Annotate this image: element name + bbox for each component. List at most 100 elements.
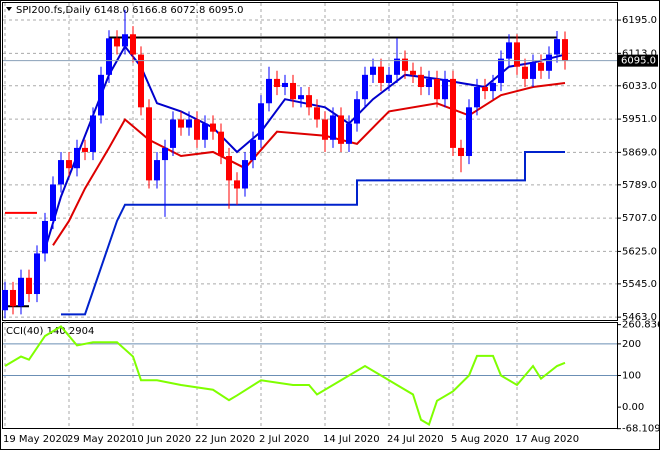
y-tick-label: 5625.0 <box>622 246 657 257</box>
candle-body <box>506 42 512 59</box>
candle-body <box>18 277 24 307</box>
y-tick-label: 5463.0 <box>622 312 657 323</box>
candle-body <box>250 139 256 161</box>
overlay-line <box>61 150 565 316</box>
candle-body <box>474 87 480 108</box>
candle-body <box>434 78 440 100</box>
candle-body <box>338 115 344 144</box>
y-tick-label: 6195.0 <box>622 15 657 26</box>
y-tick-label: 0.00 <box>622 402 644 413</box>
candle-body <box>226 156 232 181</box>
candle-body <box>218 131 224 157</box>
y-tick-label: 5545.0 <box>622 279 657 290</box>
price-title: SPI200.fs,Daily 6148.0 6166.8 6072.8 609… <box>16 5 243 16</box>
price-panel <box>2 2 618 321</box>
candle-body <box>450 78 456 148</box>
candle-body <box>562 39 568 61</box>
candle-body <box>42 220 48 254</box>
candle-body <box>466 107 472 157</box>
candle-body <box>170 119 176 148</box>
candle-body <box>314 107 320 120</box>
candle-body <box>298 95 304 100</box>
candle-body <box>362 74 368 100</box>
candle-body <box>274 78 280 88</box>
candle-body <box>346 123 352 144</box>
candle-body <box>74 147 80 169</box>
candle-body <box>210 123 216 132</box>
y-tick-label: 260.8362 <box>622 320 660 331</box>
candle-body <box>426 78 432 88</box>
candle-body <box>50 184 56 221</box>
y-tick-label: -68.1098 <box>622 424 660 435</box>
x-tick-label: 10 Jun 2020 <box>131 434 191 445</box>
candle-body <box>554 39 560 55</box>
candle-body <box>178 119 184 128</box>
candle-body <box>90 115 96 152</box>
candle-body <box>370 66 376 75</box>
candle-body <box>138 54 144 108</box>
candle-body <box>162 147 168 161</box>
candle-body <box>234 180 240 189</box>
overlay-line <box>52 81 566 246</box>
candle-body <box>130 34 136 55</box>
candle-body <box>146 107 152 181</box>
candle-body <box>498 58 504 83</box>
candle-body <box>354 99 360 124</box>
y-tick-label: 5789.0 <box>622 180 657 191</box>
y-tick-label: 100 <box>622 371 641 382</box>
candle-body <box>402 58 408 71</box>
cci-title: CCI(40) 140.2904 <box>6 326 94 337</box>
candle-body <box>122 34 128 47</box>
x-tick-label: 14 Jul 2020 <box>323 434 380 445</box>
candle-body <box>290 82 296 100</box>
candle-body <box>514 42 520 67</box>
y-tick-label: 5707.0 <box>622 213 657 224</box>
x-tick-label: 19 May 2020 <box>3 434 68 445</box>
candle-body <box>306 95 312 108</box>
candle-body <box>266 78 272 104</box>
candle-body <box>538 62 544 71</box>
x-tick-label: 22 Jun 2020 <box>195 434 255 445</box>
x-tick-label: 17 Aug 2020 <box>515 434 579 445</box>
candle-body <box>186 119 192 128</box>
candle-body <box>242 160 248 189</box>
candle-body <box>82 147 88 152</box>
candle-body <box>546 54 552 71</box>
candle-body <box>282 82 288 88</box>
x-tick-label: 24 Jul 2020 <box>387 434 444 445</box>
candle-body <box>330 115 336 140</box>
candle-body <box>322 119 328 140</box>
x-tick-label: 2 Jul 2020 <box>259 434 309 445</box>
candle-body <box>458 147 464 157</box>
candle-body <box>98 74 104 116</box>
candle-body <box>106 38 112 75</box>
last-price-label: 6095.0 <box>621 56 656 67</box>
x-tick-label: 5 Aug 2020 <box>451 434 509 445</box>
candle-body <box>58 160 64 185</box>
candle-body <box>442 78 448 100</box>
candle-body <box>2 289 8 311</box>
candle-body <box>194 119 200 140</box>
candle-body <box>410 70 416 75</box>
cci-line <box>4 325 566 427</box>
candle-body <box>258 103 264 140</box>
candle-body <box>202 123 208 140</box>
candle-body <box>378 66 384 83</box>
candle-body <box>394 58 400 75</box>
y-tick-label: 5869.0 <box>622 147 657 158</box>
y-tick-label: 200 <box>622 339 641 350</box>
candle-body <box>418 74 424 88</box>
x-tick-label: 29 May 2020 <box>67 434 132 445</box>
y-tick-label: 6113.0 <box>622 48 657 59</box>
candle-body <box>490 82 496 92</box>
candle-body <box>26 277 32 295</box>
panel-icon <box>6 7 12 11</box>
candle-body <box>386 74 392 83</box>
candle-body <box>34 253 40 295</box>
candle-body <box>114 38 120 47</box>
y-tick-label: 5951.0 <box>622 114 657 125</box>
y-tick-label: 6033.0 <box>622 81 657 92</box>
candle-body <box>530 62 536 79</box>
